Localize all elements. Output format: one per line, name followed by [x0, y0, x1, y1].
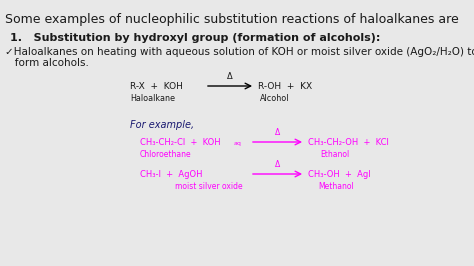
Text: Δ: Δ: [275, 128, 281, 137]
Text: CH₃-CH₂-Cl  +  KOH: CH₃-CH₂-Cl + KOH: [140, 138, 220, 147]
Text: Some examples of nucleophilic substitution reactions of haloalkanes are: Some examples of nucleophilic substituti…: [5, 13, 459, 26]
Text: ✓Haloalkanes on heating with aqueous solution of KOH or moist silver oxide (AgO₂: ✓Haloalkanes on heating with aqueous sol…: [5, 47, 474, 57]
Text: R-X  +  KOH: R-X + KOH: [130, 82, 183, 91]
Text: 1.   Substitution by hydroxyl group (formation of alcohols):: 1. Substitution by hydroxyl group (forma…: [10, 33, 380, 43]
Text: aq: aq: [234, 141, 242, 146]
Text: form alcohols.: form alcohols.: [5, 58, 89, 68]
Text: CH₃-OH  +  AgI: CH₃-OH + AgI: [308, 170, 371, 179]
Text: CH₃-CH₂-OH  +  KCl: CH₃-CH₂-OH + KCl: [308, 138, 389, 147]
Text: Δ: Δ: [275, 160, 281, 169]
Text: Methanol: Methanol: [318, 182, 354, 191]
Text: Chloroethane: Chloroethane: [140, 150, 191, 159]
Text: Δ: Δ: [227, 72, 233, 81]
Text: Haloalkane: Haloalkane: [130, 94, 175, 103]
Text: CH₃-I  +  AgOH: CH₃-I + AgOH: [140, 170, 202, 179]
Text: For example,: For example,: [130, 120, 194, 130]
Text: Alcohol: Alcohol: [260, 94, 290, 103]
Text: Ethanol: Ethanol: [320, 150, 349, 159]
Text: moist silver oxide: moist silver oxide: [175, 182, 243, 191]
Text: R-OH  +  KX: R-OH + KX: [258, 82, 312, 91]
